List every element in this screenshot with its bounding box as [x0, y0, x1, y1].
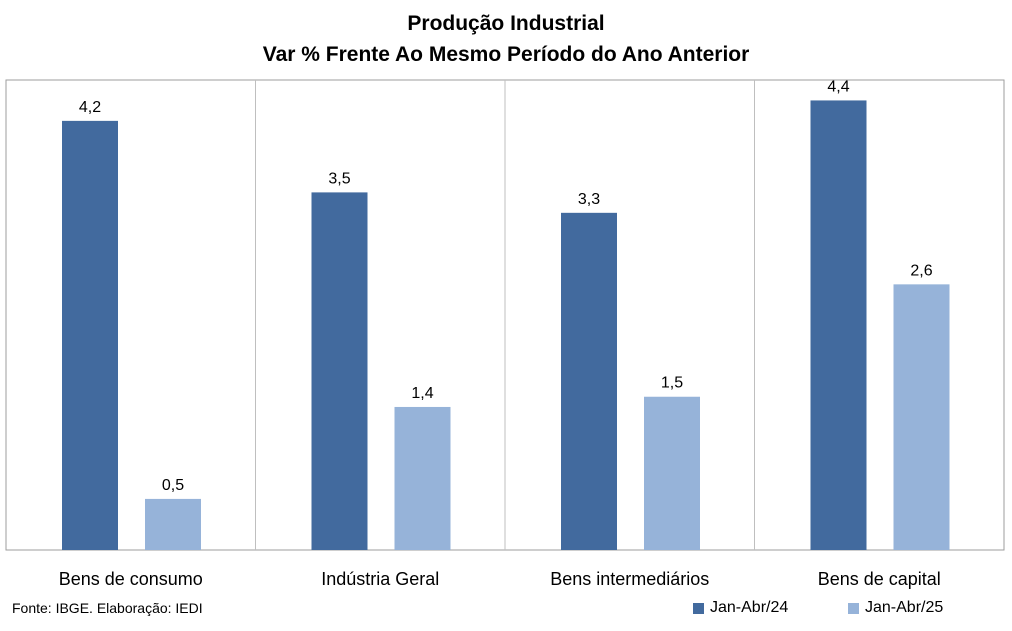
source-note: Fonte: IBGE. Elaboração: IEDI: [12, 600, 203, 616]
bar-1-2: [311, 192, 368, 551]
category-label-2: Indústria Geral: [321, 569, 439, 589]
data-label-1-3: 3,3: [578, 191, 600, 208]
bar-2-4: [893, 284, 950, 550]
bar-1-4: [810, 100, 867, 550]
bar-1-3: [561, 212, 617, 550]
bar-2-3: [644, 396, 700, 550]
category-label-3: Bens intermediários: [550, 569, 709, 589]
legend-swatch-series-1: [693, 602, 704, 614]
data-label-1-4: 4,4: [827, 78, 849, 95]
category-label-4: Bens de capital: [818, 569, 941, 589]
data-label-2-4: 2,6: [910, 262, 932, 279]
bar-1-1: [62, 120, 118, 550]
bar-2-2: [394, 406, 451, 550]
data-label-2-1: 0,5: [162, 477, 184, 494]
legend-label-series-1: Jan-Abr/24: [710, 599, 789, 616]
chart-title: Produção Industrial: [407, 12, 605, 35]
data-label-1-2: 3,5: [328, 170, 350, 187]
bar-2-1: [145, 498, 201, 550]
legend-swatch-series-2: [848, 602, 859, 614]
legend-item-series-1: Jan-Abr/24: [693, 599, 788, 617]
legend-item-series-2: Jan-Abr/25: [848, 599, 943, 617]
data-label-1-1: 4,2: [79, 99, 101, 116]
category-label-1: Bens de consumo: [59, 569, 203, 589]
data-label-2-3: 1,5: [661, 375, 683, 392]
legend-label-series-2: Jan-Abr/25: [865, 599, 944, 616]
data-label-2-2: 1,4: [411, 385, 433, 402]
chart-subtitle: Var % Frente Ao Mesmo Período do Ano Ant…: [262, 43, 750, 66]
